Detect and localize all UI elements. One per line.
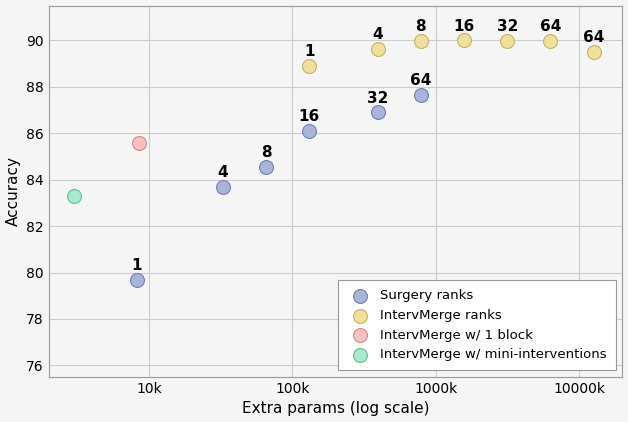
- Text: 8: 8: [416, 19, 426, 34]
- Text: 4: 4: [372, 27, 383, 43]
- Surgery ranks: [416, 92, 426, 98]
- Text: 64: 64: [410, 73, 431, 88]
- Surgery ranks: [372, 109, 382, 116]
- IntervMerge ranks: [588, 49, 598, 55]
- Text: 1: 1: [304, 44, 315, 59]
- Text: 64: 64: [583, 30, 604, 45]
- Surgery ranks: [261, 164, 271, 170]
- Text: 4: 4: [217, 165, 228, 180]
- Text: 8: 8: [261, 145, 271, 160]
- Text: 16: 16: [299, 109, 320, 124]
- Surgery ranks: [304, 127, 314, 134]
- IntervMerge ranks: [416, 38, 426, 44]
- X-axis label: Extra params (log scale): Extra params (log scale): [242, 401, 430, 417]
- IntervMerge ranks: [502, 38, 512, 44]
- Text: 1: 1: [131, 258, 142, 273]
- IntervMerge ranks: [459, 37, 469, 44]
- Surgery ranks: [131, 276, 141, 283]
- Text: 64: 64: [539, 19, 561, 34]
- Legend: Surgery ranks, IntervMerge ranks, IntervMerge w/ 1 block, IntervMerge w/ mini-in: Surgery ranks, IntervMerge ranks, Interv…: [338, 280, 616, 371]
- IntervMerge ranks: [304, 62, 314, 69]
- IntervMerge w/ mini-interventions: [69, 192, 79, 199]
- Text: 32: 32: [497, 19, 518, 34]
- Surgery ranks: [218, 183, 228, 190]
- Y-axis label: Accuracy: Accuracy: [6, 156, 21, 226]
- IntervMerge ranks: [372, 46, 382, 53]
- Text: 32: 32: [367, 91, 388, 106]
- IntervMerge ranks: [545, 38, 555, 44]
- IntervMerge w/ 1 block: [134, 139, 144, 146]
- Text: 16: 16: [453, 19, 475, 34]
